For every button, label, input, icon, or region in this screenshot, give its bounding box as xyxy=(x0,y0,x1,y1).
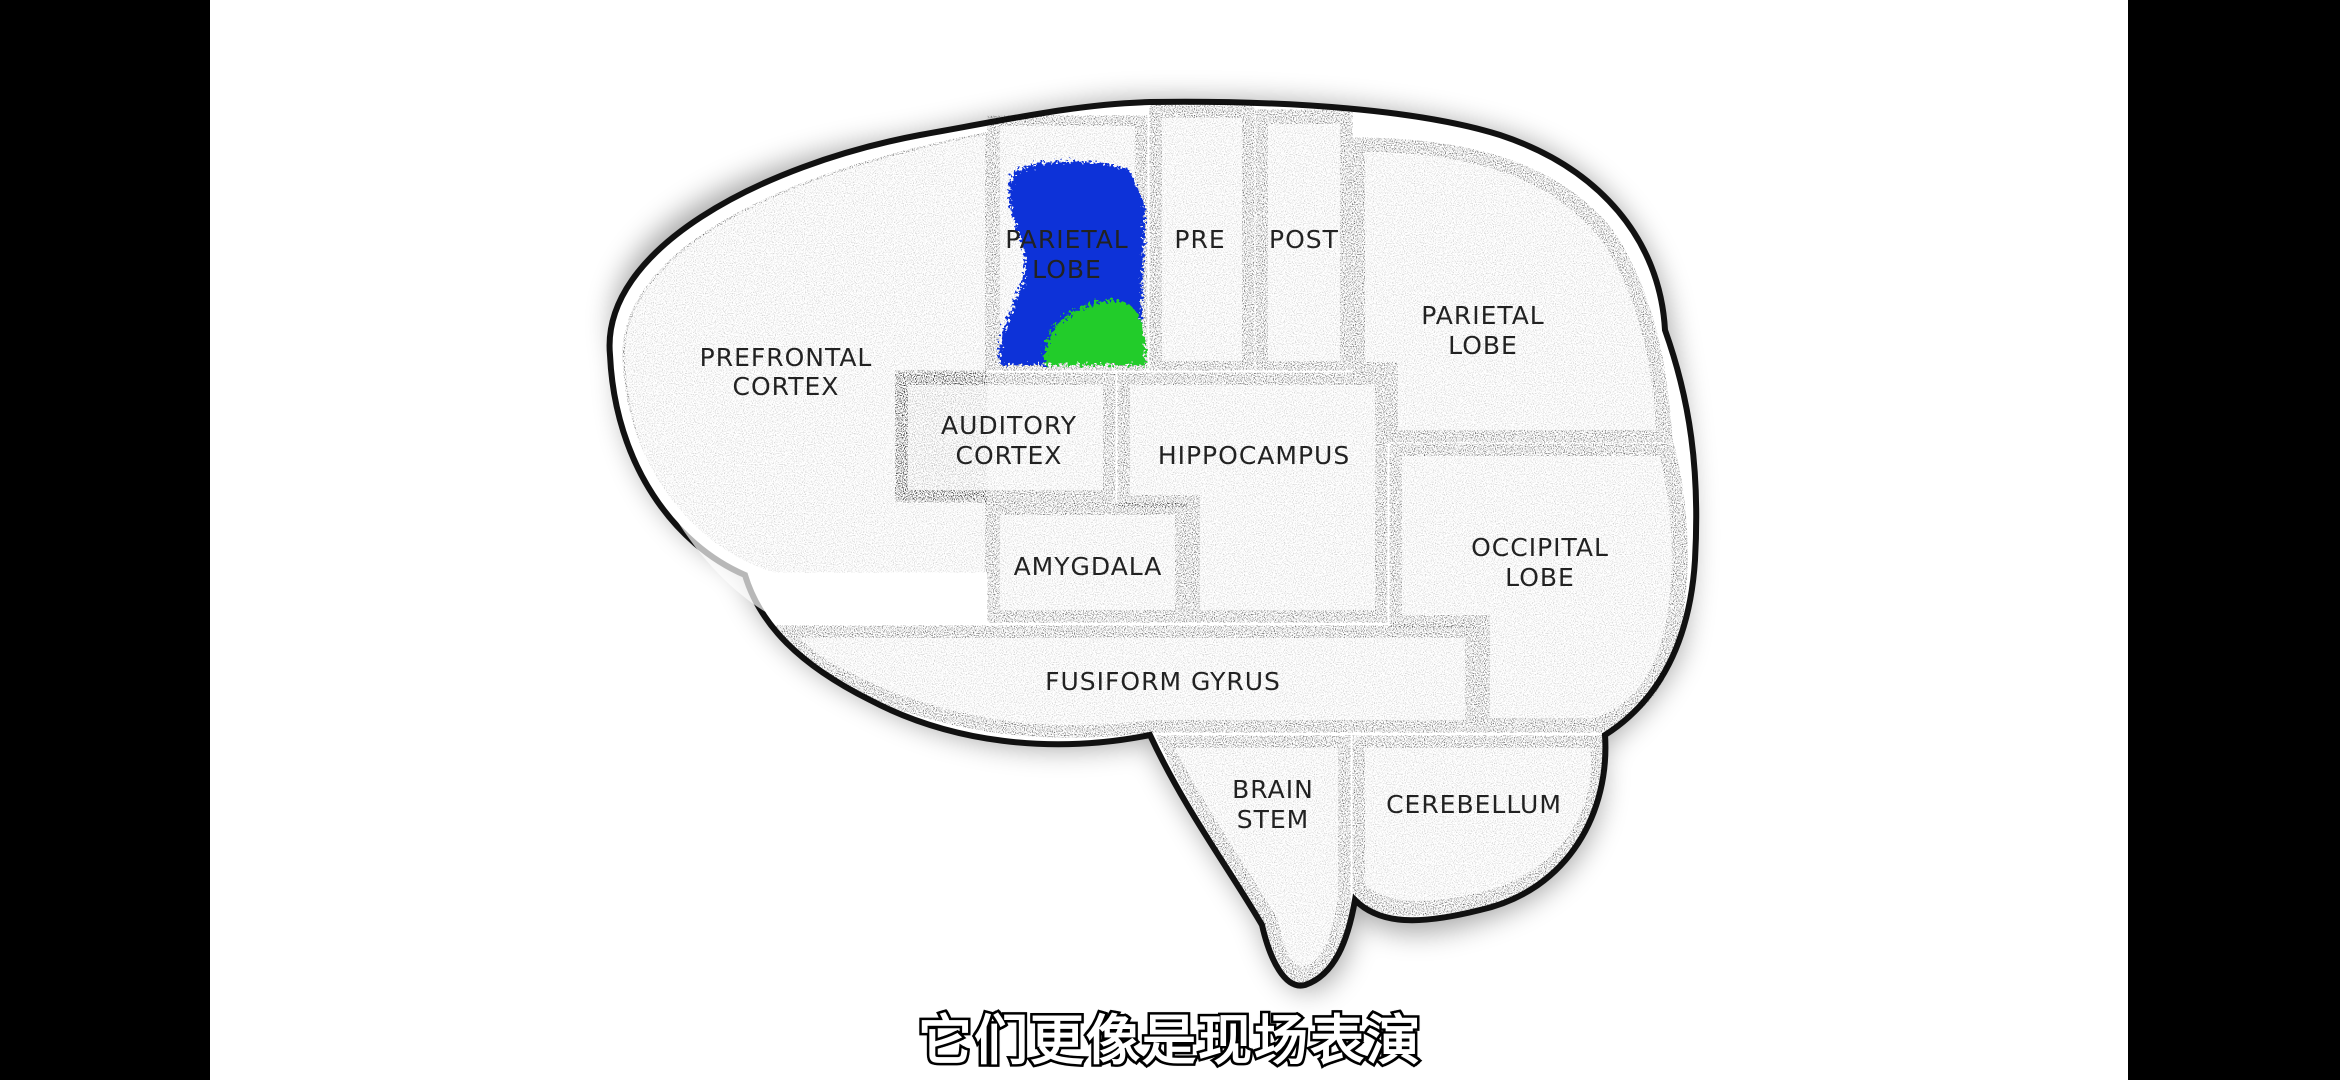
video-area: PREFRONTAL CORTEX PARIETAL LOBE PRE POST… xyxy=(210,0,2128,1080)
label-auditory-cortex-1: AUDITORY xyxy=(941,411,1077,440)
label-parietal-lobe-right-2: LOBE xyxy=(1448,331,1518,360)
label-post: POST xyxy=(1269,225,1339,254)
brain-regions xyxy=(622,103,1688,983)
label-pre: PRE xyxy=(1174,225,1225,254)
activity-green xyxy=(1044,299,1146,365)
label-brain-stem-2: STEM xyxy=(1237,805,1310,834)
activity-highlight xyxy=(999,161,1146,365)
label-occipital-lobe-1: OCCIPITAL xyxy=(1471,533,1609,562)
label-occipital-lobe-2: LOBE xyxy=(1505,563,1575,592)
label-brain-stem-1: BRAIN xyxy=(1232,775,1314,804)
label-parietal-lobe-top-2: LOBE xyxy=(1032,255,1102,284)
label-prefrontal-cortex-1: PREFRONTAL xyxy=(700,343,873,372)
label-fusiform-gyrus: FUSIFORM GYRUS xyxy=(1045,667,1281,696)
region-labels: PREFRONTAL CORTEX PARIETAL LOBE PRE POST… xyxy=(700,225,1609,834)
label-prefrontal-cortex-2: CORTEX xyxy=(733,372,840,401)
label-parietal-lobe-top-1: PARIETAL xyxy=(1005,225,1128,254)
label-parietal-lobe-right-1: PARIETAL xyxy=(1421,301,1544,330)
brain-diagram: PREFRONTAL CORTEX PARIETAL LOBE PRE POST… xyxy=(606,98,1700,991)
label-auditory-cortex-2: CORTEX xyxy=(956,441,1063,470)
video-subtitle: 它们更像是现场表演 xyxy=(916,1007,1423,1075)
label-hippocampus: HIPPOCAMPUS xyxy=(1158,441,1350,470)
label-cerebellum: CEREBELLUM xyxy=(1386,790,1562,819)
label-amygdala: AMYGDALA xyxy=(1014,552,1163,581)
